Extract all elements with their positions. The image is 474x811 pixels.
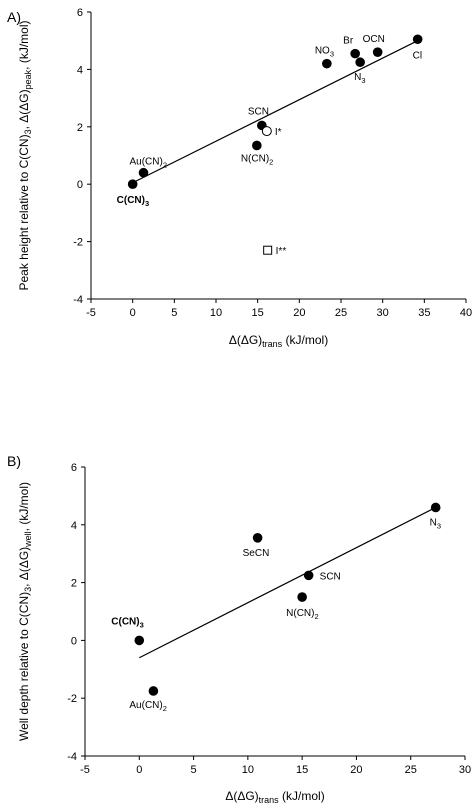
data-point-au-cn-2: [138, 167, 149, 178]
x-tick-label: 15: [252, 307, 264, 319]
panel-label: B): [7, 453, 21, 469]
x-tick-label: 15: [296, 764, 308, 776]
data-point-n3: [430, 502, 441, 513]
y-tick-label: 2: [77, 122, 83, 134]
data-point-i: [261, 126, 272, 137]
y-tick-label: -4: [73, 294, 83, 306]
point-label-scn: SCN: [248, 106, 269, 117]
data-point-n-cn-2: [252, 140, 262, 151]
point-label-no3: NO3: [315, 46, 334, 59]
chart-panel-a: -5 0 5 10 15 20 25 30 35 40 -4 -2 0 2 4 6 A) Δ(ΔG)trans (…: [7, 7, 472, 349]
point-label-i: I**: [276, 246, 287, 257]
y-tick-label: 2: [71, 578, 77, 590]
data-point-c-cn-3: [127, 179, 138, 189]
point-label-c-cn-3: C(CN)3: [111, 616, 143, 629]
y-tick-label: 0: [71, 635, 77, 647]
data-point-ocn: [372, 47, 383, 57]
y-tick-label: 6: [77, 7, 83, 19]
x-tick-label: 35: [418, 307, 430, 319]
regression-line: [132, 40, 418, 184]
point-label-c-cn-3: C(CN)3: [117, 195, 149, 208]
y-axis-title: Well depth relative to C(CN)3, Δ(ΔG)well…: [17, 482, 33, 741]
y-tick-label: -4: [67, 751, 77, 763]
point-label-au-cn-2: Au(CN)2: [129, 700, 167, 713]
x-tick-label: 10: [210, 307, 222, 319]
x-tick-label: 5: [171, 307, 177, 319]
point-label-ocn: OCN: [363, 34, 385, 45]
y-tick-label: -2: [67, 693, 77, 705]
panel-label: A): [7, 9, 21, 25]
y-tick-label: 4: [71, 520, 77, 532]
point-label-br: Br: [343, 36, 354, 47]
x-tick-label: 20: [350, 764, 362, 776]
point-label-n-cn-2: N(CN)2: [241, 153, 273, 166]
y-tick-label: -2: [73, 237, 83, 249]
x-tick-label: 20: [293, 307, 305, 319]
point-label-n3: N3: [430, 517, 441, 530]
data-point-n-cn-2: [297, 592, 307, 602]
y-tick-label: 0: [77, 179, 83, 191]
data-point-scn: [303, 570, 314, 581]
data-point-au-cn-2: [148, 686, 159, 696]
x-tick-label: 30: [459, 764, 471, 776]
x-axis-title: Δ(ΔG)trans (kJ/mol): [225, 789, 324, 805]
data-point-cl: [412, 34, 423, 45]
point-label-secn: SeCN: [243, 548, 270, 559]
y-tick-label: 6: [71, 462, 77, 474]
x-tick-label: 0: [136, 764, 142, 776]
point-label-scn: SCN: [320, 571, 341, 582]
x-axis-title: Δ(ΔG)trans (kJ/mol): [229, 333, 328, 349]
point-label-au-cn-2: Au(CN)2: [130, 157, 168, 170]
data-point-no3: [322, 58, 332, 69]
data-point-i: [263, 245, 273, 255]
data-point-secn: [252, 533, 263, 543]
y-axis-title: Peak height relative to C(CN)3, Δ(ΔG)pea…: [17, 21, 33, 291]
regression-line: [139, 506, 436, 659]
point-label-n-cn-2: N(CN)2: [286, 608, 319, 621]
x-tick-label: 5: [191, 764, 197, 776]
x-tick-label: 0: [130, 307, 136, 319]
data-point-n3: [355, 57, 365, 68]
point-label-i: I*: [275, 127, 282, 138]
point-label-n3: N3: [354, 72, 365, 85]
x-tick-label: 25: [335, 307, 347, 319]
data-point-c-cn-3: [134, 635, 145, 646]
data-point-br: [350, 48, 360, 59]
x-tick-label: -5: [86, 307, 96, 319]
point-label-cl: Cl: [413, 50, 422, 61]
y-tick-label: 4: [77, 64, 83, 76]
x-tick-label: -5: [80, 764, 90, 776]
x-tick-label: 10: [242, 764, 254, 776]
x-tick-label: 25: [405, 764, 417, 776]
x-tick-label: 30: [377, 307, 389, 319]
x-tick-label: 40: [460, 307, 472, 319]
chart-panel-b: -5 0 5 10 15 20 25 30 -4 -2 0 2 4 6 B) Δ(ΔG)trans (kJ/m…: [7, 453, 471, 805]
